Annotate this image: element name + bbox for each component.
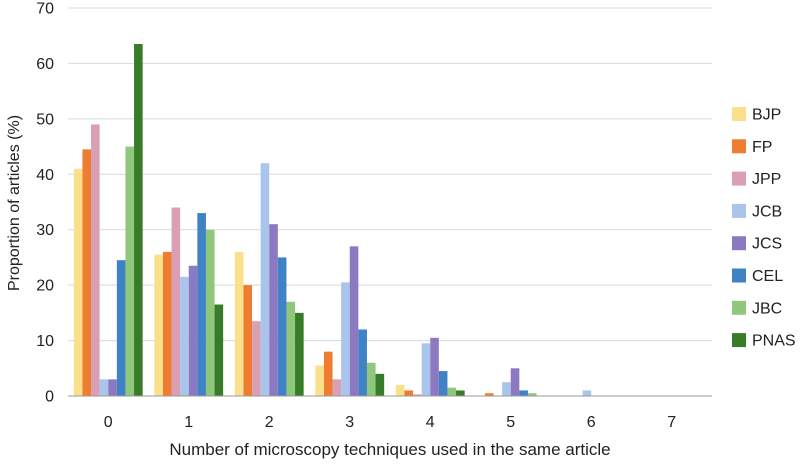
bar-jcb-4 — [421, 343, 431, 396]
legend-label-bjp: BJP — [752, 107, 781, 124]
bar-jcs-2 — [269, 224, 278, 396]
bar-pnas-1 — [214, 304, 224, 396]
bar-jcb-0 — [99, 379, 109, 396]
bar-cel-3 — [358, 329, 367, 396]
bar-jbc-1 — [205, 229, 215, 396]
legend-label-jpp: JPP — [752, 171, 781, 188]
legend-swatch-fp — [732, 139, 746, 154]
bar-jbc-0 — [125, 146, 135, 396]
legend-swatch-pnas — [732, 333, 746, 348]
bar-jcb-2 — [260, 163, 270, 396]
legend-label-jbc: JBC — [752, 300, 782, 317]
legend-label-cel: CEL — [752, 268, 783, 285]
bar-jpp-2 — [252, 321, 261, 396]
y-tick-label: 60 — [36, 56, 54, 73]
bar-fp-0 — [82, 149, 92, 396]
legend-swatch-cel — [732, 268, 746, 283]
legend-label-fp: FP — [752, 139, 772, 156]
bar-jpp-3 — [332, 379, 342, 396]
x-tick-label: 3 — [345, 414, 354, 431]
x-tick-label: 2 — [265, 414, 274, 431]
bar-bjp-4 — [395, 384, 405, 396]
bar-bjp-0 — [73, 168, 83, 396]
y-tick-labels: 0 10 20 30 40 50 60 70 — [36, 1, 54, 406]
bar-pnas-0 — [134, 44, 143, 397]
bar-jbc-5 — [527, 393, 537, 396]
bar-jpp-1 — [171, 207, 181, 396]
x-tick-label: 6 — [587, 414, 596, 431]
bar-bjp-1 — [154, 254, 163, 396]
legend: BJP FP JPP JCB JCS CEL JBC PNAS — [732, 107, 796, 350]
bar-jcs-3 — [349, 246, 359, 396]
x-tick-label: 0 — [104, 414, 113, 431]
legend-swatch-bjp — [732, 107, 746, 121]
bar-bjp-2 — [234, 251, 244, 396]
legend-label-jcs: JCS — [752, 236, 782, 253]
y-tick-label: 10 — [36, 333, 54, 350]
bar-jbc-3 — [366, 362, 376, 396]
bar-jbc-4 — [447, 387, 457, 396]
x-tick-label: 1 — [184, 414, 193, 431]
legend-swatch-jbc — [732, 300, 746, 315]
bar-cel-4 — [438, 371, 448, 396]
bar-bjp-3 — [315, 365, 324, 396]
y-tick-label: 40 — [36, 167, 54, 184]
bar-jbc-2 — [286, 301, 296, 396]
bar-jcs-4 — [430, 337, 439, 396]
legend-swatch-jcs — [732, 236, 746, 251]
bar-fp-1 — [162, 251, 172, 396]
bar-jcs-0 — [108, 379, 117, 396]
bar-jcs-5 — [510, 368, 520, 396]
bar-cel-0 — [116, 260, 126, 396]
bar-pnas-2 — [295, 312, 304, 396]
bar-fp-5 — [484, 393, 494, 396]
bar-jcs-1 — [188, 265, 198, 396]
bar-jpp-4 — [413, 394, 422, 396]
y-tick-label: 30 — [36, 222, 54, 239]
bar-pnas-3 — [375, 373, 385, 396]
bar-cel-1 — [197, 213, 206, 396]
bar-cel-2 — [277, 257, 287, 396]
y-tick-label: 50 — [36, 111, 54, 128]
bar-jpp-0 — [91, 124, 100, 397]
y-tick-label: 20 — [36, 278, 54, 295]
bar-fp-3 — [323, 351, 333, 396]
x-axis-label: Number of microscopy techniques used in … — [169, 440, 610, 459]
legend-swatch-jcb — [732, 203, 746, 218]
bar-pnas-4 — [456, 390, 465, 396]
legend-label-jcb: JCB — [752, 203, 782, 220]
x-tick-label: 7 — [667, 414, 676, 431]
x-tick-label: 4 — [426, 414, 435, 431]
bar-fp-4 — [404, 390, 414, 396]
x-tick-labels: 0 1 2 3 4 5 6 7 — [104, 414, 677, 431]
bars — [73, 44, 592, 397]
bar-fp-2 — [243, 285, 253, 396]
bar-cel-5 — [519, 390, 528, 396]
bar-jcb-1 — [180, 276, 189, 396]
y-axis-label: Proportion of articles (%) — [6, 115, 23, 291]
bar-jcb-5 — [502, 382, 511, 396]
legend-swatch-jpp — [732, 171, 746, 186]
y-tick-label: 70 — [36, 1, 54, 18]
legend-label-pnas: PNAS — [752, 333, 796, 350]
y-tick-label: 0 — [45, 389, 54, 406]
bar-jcb-6 — [582, 390, 592, 396]
x-tick-label: 5 — [506, 414, 515, 431]
bar-jcb-3 — [341, 282, 350, 396]
